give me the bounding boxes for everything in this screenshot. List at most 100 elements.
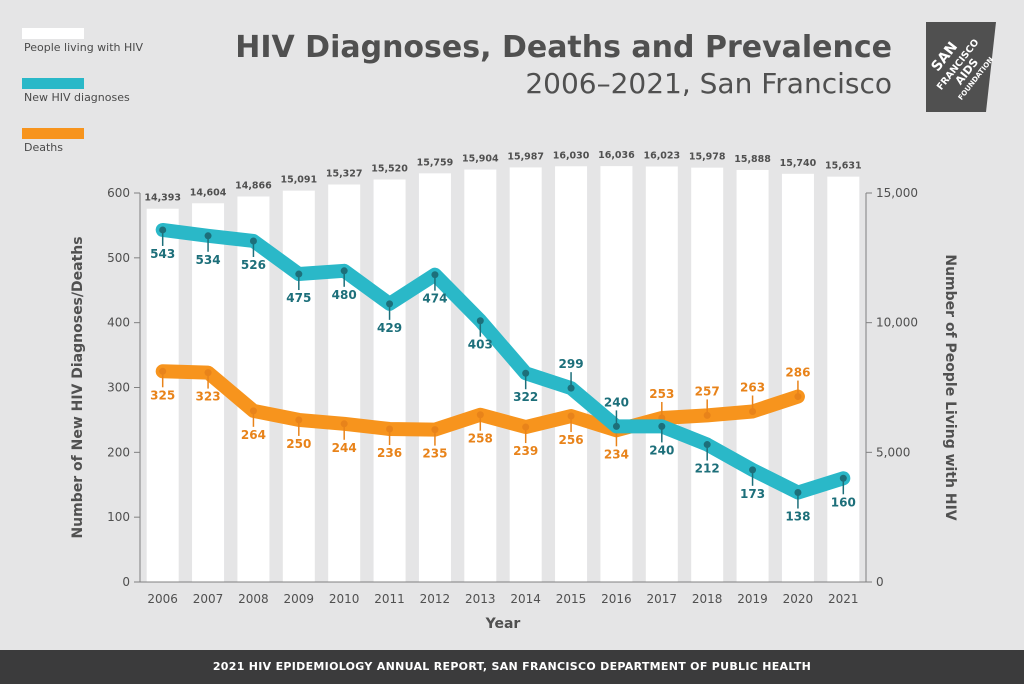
diagnoses-point-2013: [476, 317, 484, 325]
bar-label-2018: 15,978: [689, 152, 726, 163]
bar-living-2007: [192, 203, 225, 582]
legend: People living with HIV New HIV diagnoses…: [22, 28, 143, 178]
footer: 2021 HIV EPIDEMIOLOGY ANNUAL REPORT, SAN…: [0, 650, 1024, 684]
bar-label-2010: 15,327: [326, 169, 363, 180]
bar-label-2009: 15,091: [280, 175, 317, 186]
bar-living-2021: [827, 176, 860, 583]
bar-label-2011: 15,520: [371, 164, 408, 175]
x-tick-2019: 2019: [737, 592, 768, 606]
legend-item-deaths: Deaths: [22, 128, 84, 178]
bar-living-2009: [282, 190, 315, 582]
diagnoses-point-2017: [658, 422, 666, 430]
bar-living-2013: [464, 169, 497, 582]
diagnoses-point-2019: [749, 466, 757, 474]
diagnoses-label-2013: 403: [468, 338, 493, 352]
deaths-point-2011: [386, 425, 394, 433]
x-axis-label: Year: [485, 616, 521, 632]
diagnoses-point-2015: [567, 384, 575, 392]
diagnoses-label-2016: 240: [604, 395, 629, 409]
deaths-label-2009: 250: [286, 437, 311, 451]
diagnoses-point-2014: [522, 369, 530, 377]
x-tick-2016: 2016: [601, 592, 632, 606]
diagnoses-label-2017: 240: [649, 443, 674, 457]
bar-label-2015: 16,030: [553, 150, 590, 161]
diagnoses-label-2019: 173: [740, 487, 765, 501]
deaths-label-2010: 244: [332, 441, 357, 455]
right-tick-3: 15,000: [876, 186, 918, 200]
diagnoses-point-2021: [839, 474, 847, 482]
deaths-point-2014: [522, 423, 530, 431]
bar-living-2012: [418, 173, 451, 583]
left-tick-600: 600: [107, 186, 130, 200]
deaths-label-2006: 325: [150, 388, 175, 402]
diagnoses-label-2011: 429: [377, 321, 402, 335]
x-tick-2009: 2009: [284, 592, 315, 606]
deaths-point-2009: [295, 416, 303, 424]
diagnoses-label-2021: 160: [831, 495, 856, 509]
x-tick-2013: 2013: [465, 592, 496, 606]
legend-label-diagnoses: New HIV diagnoses: [24, 91, 130, 104]
deaths-point-2020: [794, 393, 802, 401]
deaths-point-2008: [249, 407, 257, 415]
deaths-point-2007: [204, 369, 212, 377]
diagnoses-point-2009: [295, 270, 303, 278]
diagnoses-point-2006: [159, 226, 167, 234]
left-tick-200: 200: [107, 445, 130, 459]
deaths-point-2015: [567, 412, 575, 420]
left-tick-400: 400: [107, 316, 130, 330]
diagnoses-point-2007: [204, 232, 212, 240]
diagnoses-label-2014: 322: [513, 390, 538, 404]
x-tick-2006: 2006: [147, 592, 178, 606]
deaths-label-2019: 263: [740, 380, 765, 394]
diagnoses-label-2006: 543: [150, 247, 175, 261]
diagnoses-label-2018: 212: [695, 462, 720, 476]
legend-swatch-diagnoses: [22, 78, 84, 89]
x-tick-2010: 2010: [329, 592, 360, 606]
x-tick-2008: 2008: [238, 592, 269, 606]
deaths-label-2011: 236: [377, 446, 402, 460]
x-tick-2014: 2014: [510, 592, 541, 606]
x-tick-2015: 2015: [556, 592, 587, 606]
legend-swatch-living: [22, 28, 84, 39]
bar-living-2006: [146, 208, 179, 583]
x-tick-2020: 2020: [783, 592, 814, 606]
deaths-label-2015: 256: [559, 433, 584, 447]
deaths-point-2012: [431, 426, 439, 434]
deaths-point-2018: [703, 411, 711, 419]
bar-label-2021: 15,631: [825, 161, 862, 172]
deaths-point-2010: [340, 420, 348, 428]
bar-living-2020: [781, 173, 814, 582]
bar-living-2008: [237, 196, 270, 582]
diagnoses-label-2010: 480: [332, 288, 357, 302]
legend-label-deaths: Deaths: [24, 141, 63, 154]
bar-label-2017: 16,023: [643, 150, 680, 161]
diagnoses-point-2008: [249, 237, 257, 245]
bar-living-2018: [691, 167, 724, 582]
left-tick-0: 0: [122, 575, 130, 589]
chart-title-block: HIV Diagnoses, Deaths and Prevalence 200…: [235, 30, 892, 102]
right-tick-0: 0: [876, 575, 884, 589]
x-tick-2012: 2012: [420, 592, 451, 606]
deaths-point-2019: [749, 407, 757, 415]
diagnoses-label-2008: 526: [241, 258, 266, 272]
deaths-label-2012: 235: [422, 447, 447, 461]
bar-label-2020: 15,740: [780, 158, 817, 169]
x-tick-2011: 2011: [374, 592, 405, 606]
x-tick-2017: 2017: [647, 592, 678, 606]
diagnoses-label-2012: 474: [422, 292, 447, 306]
bar-label-2016: 16,036: [598, 150, 635, 161]
left-tick-300: 300: [107, 381, 130, 395]
right-tick-2: 10,000: [876, 316, 918, 330]
foundation-logo: SAN FRANCISCO AIDS FOUNDATION: [926, 22, 996, 112]
deaths-point-2006: [159, 367, 167, 375]
legend-swatch-deaths: [22, 128, 84, 139]
diagnoses-point-2010: [340, 267, 348, 275]
bar-living-2011: [373, 179, 406, 583]
diagnoses-point-2018: [703, 441, 711, 449]
x-tick-2007: 2007: [193, 592, 224, 606]
legend-item-living: People living with HIV: [22, 28, 143, 78]
left-tick-500: 500: [107, 251, 130, 265]
bar-living-2019: [736, 169, 769, 583]
diagnoses-point-2020: [794, 489, 802, 497]
diagnoses-point-2011: [386, 300, 394, 308]
